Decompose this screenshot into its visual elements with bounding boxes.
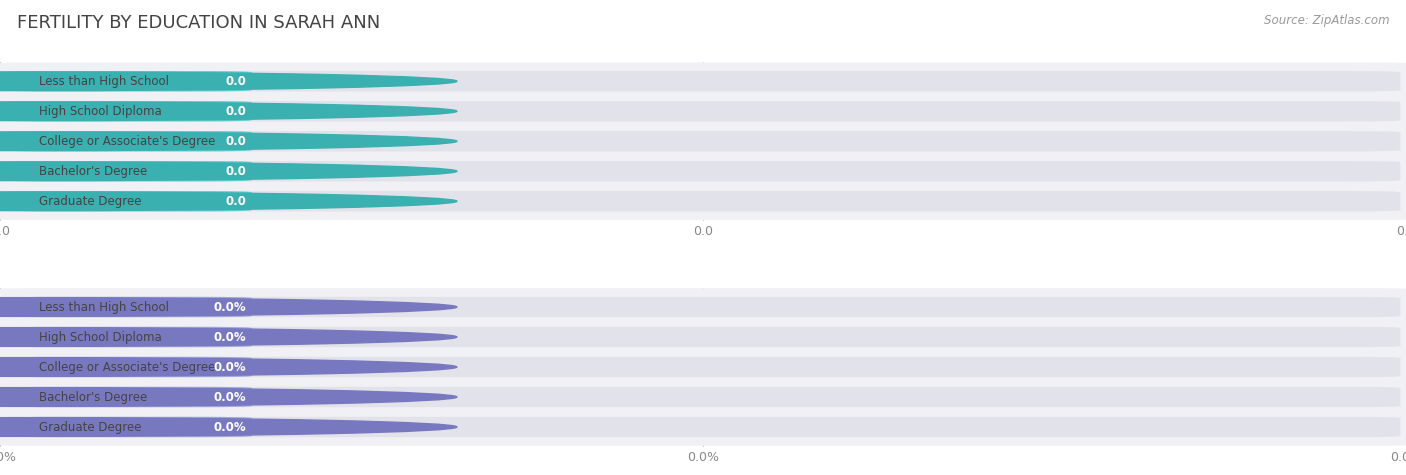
FancyBboxPatch shape xyxy=(6,161,252,181)
FancyBboxPatch shape xyxy=(6,297,1400,317)
Text: Source: ZipAtlas.com: Source: ZipAtlas.com xyxy=(1264,14,1389,27)
Text: 0.0: 0.0 xyxy=(225,135,246,148)
Circle shape xyxy=(0,328,457,346)
FancyBboxPatch shape xyxy=(0,93,1406,130)
Text: 0.0%: 0.0% xyxy=(214,361,246,373)
Text: High School Diploma: High School Diploma xyxy=(39,105,162,118)
FancyBboxPatch shape xyxy=(6,357,252,377)
Circle shape xyxy=(0,102,457,121)
FancyBboxPatch shape xyxy=(0,378,1406,416)
FancyBboxPatch shape xyxy=(6,357,1400,377)
FancyBboxPatch shape xyxy=(6,191,1400,211)
Circle shape xyxy=(0,162,457,180)
FancyBboxPatch shape xyxy=(6,387,1400,407)
Text: Bachelor's Degree: Bachelor's Degree xyxy=(39,165,148,178)
FancyBboxPatch shape xyxy=(0,152,1406,190)
FancyBboxPatch shape xyxy=(6,417,252,437)
FancyBboxPatch shape xyxy=(6,417,1400,437)
Text: 0.0: 0.0 xyxy=(225,75,246,88)
Circle shape xyxy=(0,192,457,210)
Circle shape xyxy=(0,358,457,376)
FancyBboxPatch shape xyxy=(6,131,1400,152)
Text: 0.0%: 0.0% xyxy=(214,420,246,434)
Text: Graduate Degree: Graduate Degree xyxy=(39,195,142,208)
FancyBboxPatch shape xyxy=(6,327,1400,347)
Text: 0.0%: 0.0% xyxy=(214,390,246,403)
Text: Graduate Degree: Graduate Degree xyxy=(39,420,142,434)
FancyBboxPatch shape xyxy=(6,71,252,92)
Text: 0.0%: 0.0% xyxy=(214,331,246,343)
FancyBboxPatch shape xyxy=(0,123,1406,160)
FancyBboxPatch shape xyxy=(6,131,252,152)
Circle shape xyxy=(0,418,457,437)
FancyBboxPatch shape xyxy=(6,327,252,347)
FancyBboxPatch shape xyxy=(6,297,252,317)
FancyBboxPatch shape xyxy=(6,387,252,407)
Text: 0.0: 0.0 xyxy=(225,165,246,178)
Circle shape xyxy=(0,388,457,407)
FancyBboxPatch shape xyxy=(6,191,252,211)
Text: Bachelor's Degree: Bachelor's Degree xyxy=(39,390,148,403)
Text: High School Diploma: High School Diploma xyxy=(39,331,162,343)
FancyBboxPatch shape xyxy=(0,288,1406,326)
FancyBboxPatch shape xyxy=(0,408,1406,446)
Text: 0.0: 0.0 xyxy=(225,195,246,208)
Text: 0.0%: 0.0% xyxy=(214,301,246,314)
FancyBboxPatch shape xyxy=(0,63,1406,100)
FancyBboxPatch shape xyxy=(6,101,1400,122)
Circle shape xyxy=(0,72,457,91)
FancyBboxPatch shape xyxy=(0,182,1406,220)
Text: 0.0: 0.0 xyxy=(225,105,246,118)
FancyBboxPatch shape xyxy=(6,71,1400,92)
FancyBboxPatch shape xyxy=(6,101,252,122)
Circle shape xyxy=(0,132,457,151)
FancyBboxPatch shape xyxy=(0,348,1406,386)
Text: College or Associate's Degree: College or Associate's Degree xyxy=(39,361,215,373)
Text: Less than High School: Less than High School xyxy=(39,75,169,88)
FancyBboxPatch shape xyxy=(0,318,1406,356)
Text: Less than High School: Less than High School xyxy=(39,301,169,314)
Text: FERTILITY BY EDUCATION IN SARAH ANN: FERTILITY BY EDUCATION IN SARAH ANN xyxy=(17,14,380,32)
FancyBboxPatch shape xyxy=(6,161,1400,181)
Text: College or Associate's Degree: College or Associate's Degree xyxy=(39,135,215,148)
Circle shape xyxy=(0,298,457,316)
